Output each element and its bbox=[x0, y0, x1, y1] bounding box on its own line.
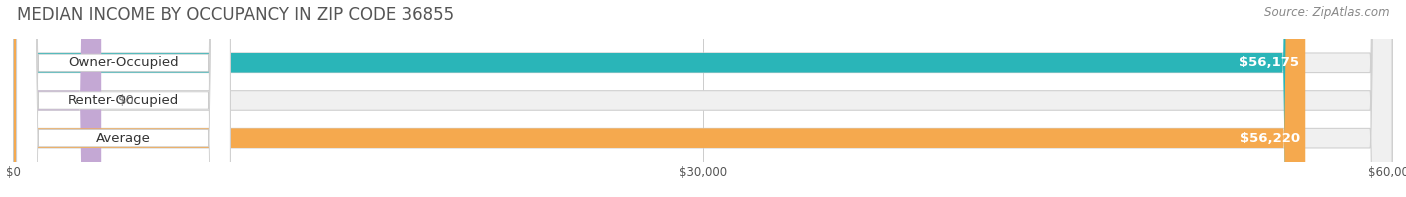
Text: $56,175: $56,175 bbox=[1239, 56, 1299, 69]
FancyBboxPatch shape bbox=[14, 0, 1305, 197]
FancyBboxPatch shape bbox=[14, 0, 1392, 197]
FancyBboxPatch shape bbox=[17, 0, 231, 197]
Text: Owner-Occupied: Owner-Occupied bbox=[67, 56, 179, 69]
FancyBboxPatch shape bbox=[17, 0, 231, 197]
Text: Renter-Occupied: Renter-Occupied bbox=[67, 94, 179, 107]
Text: $0: $0 bbox=[118, 94, 135, 107]
FancyBboxPatch shape bbox=[14, 0, 1392, 197]
FancyBboxPatch shape bbox=[14, 0, 1392, 197]
Text: $56,220: $56,220 bbox=[1240, 132, 1299, 145]
FancyBboxPatch shape bbox=[17, 0, 231, 197]
Text: Average: Average bbox=[96, 132, 150, 145]
Text: MEDIAN INCOME BY OCCUPANCY IN ZIP CODE 36855: MEDIAN INCOME BY OCCUPANCY IN ZIP CODE 3… bbox=[17, 6, 454, 24]
FancyBboxPatch shape bbox=[14, 0, 101, 197]
Text: Source: ZipAtlas.com: Source: ZipAtlas.com bbox=[1264, 6, 1389, 19]
FancyBboxPatch shape bbox=[14, 0, 1305, 197]
